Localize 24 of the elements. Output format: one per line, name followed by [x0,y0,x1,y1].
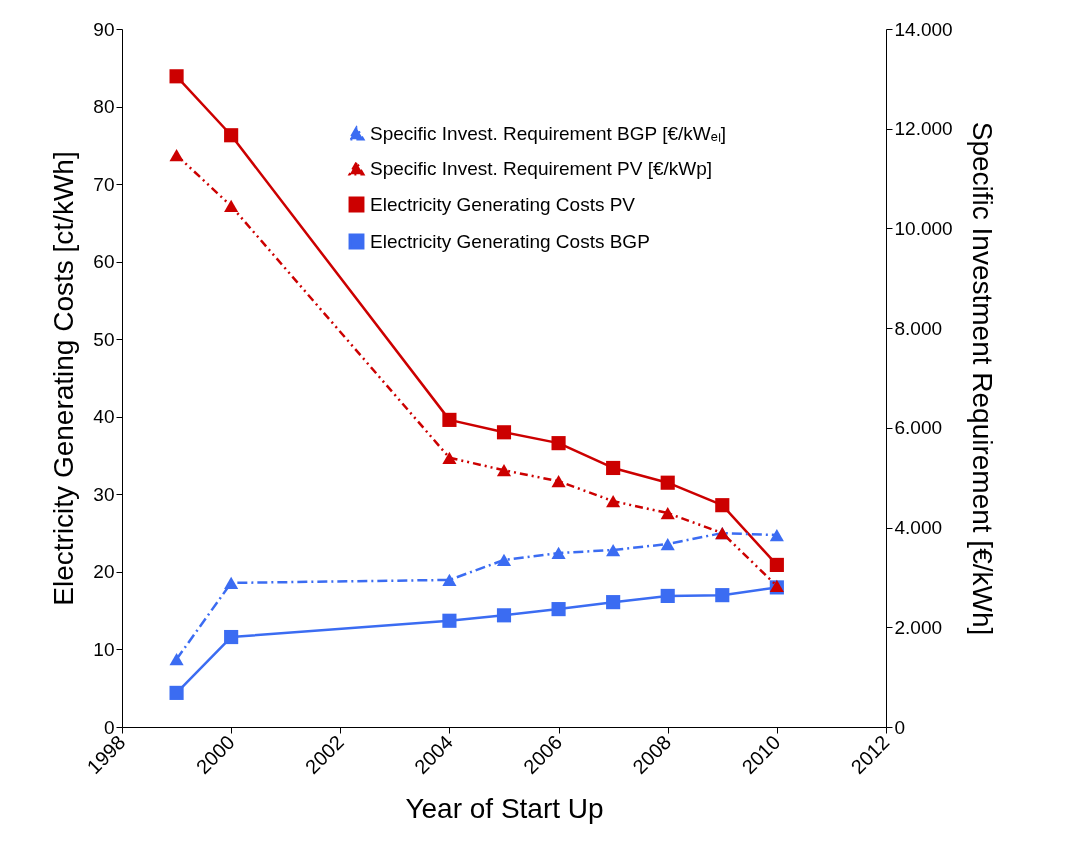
y-tick-label: 70 [93,173,115,195]
y2-tick-label: 6.000 [894,417,943,439]
y2-axis-title: Specific Investment Requirement [€/kWh] [966,121,998,636]
legend-label: Specific Invest. Requirement PV [€/kWp] [370,157,713,179]
y2-tick-label: 4.000 [894,517,943,539]
y2-tick-label: 8.000 [894,317,943,339]
y-tick-label: 90 [93,18,115,40]
y-tick-label: 40 [93,406,115,428]
y-tick-label: 60 [93,251,115,273]
x-axis-title: Year of Start Up [405,793,604,825]
y-tick-label: 10 [93,638,115,660]
legend-label: Specific Invest. Requirement BGP [€/kWₑₗ] [370,122,727,144]
y2-tick-label: 10.000 [894,217,953,239]
legend-label: Electricity Generating Costs PV [370,193,636,215]
y2-tick-label: 12.000 [894,118,953,140]
y-tick-label: 30 [93,483,115,505]
y-tick-label: 80 [93,96,115,118]
y2-tick-label: 2.000 [894,616,943,638]
y-tick-label: 20 [93,561,115,583]
y-axis-title: Electricity Generating Costs [ct/kWh] [48,151,80,606]
y2-tick-label: 14.000 [894,18,953,40]
y-tick-label: 50 [93,328,115,350]
legend-label: Electricity Generating Costs BGP [370,230,650,252]
y2-tick-label: 0 [894,716,906,738]
